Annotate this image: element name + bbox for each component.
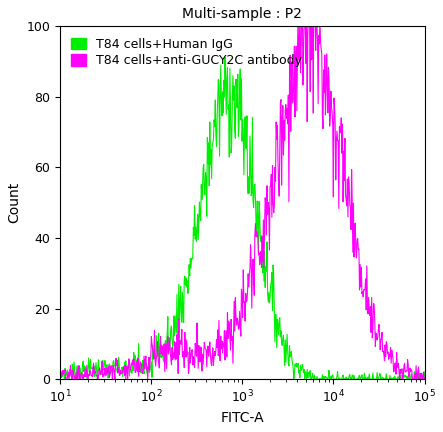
Legend: T84 cells+Human IgG, T84 cells+anti-GUCY2C antibody: T84 cells+Human IgG, T84 cells+anti-GUCY… (66, 32, 307, 72)
X-axis label: FITC-A: FITC-A (221, 411, 264, 425)
Y-axis label: Count: Count (7, 182, 21, 223)
Title: Multi-sample : P2: Multi-sample : P2 (183, 7, 302, 21)
